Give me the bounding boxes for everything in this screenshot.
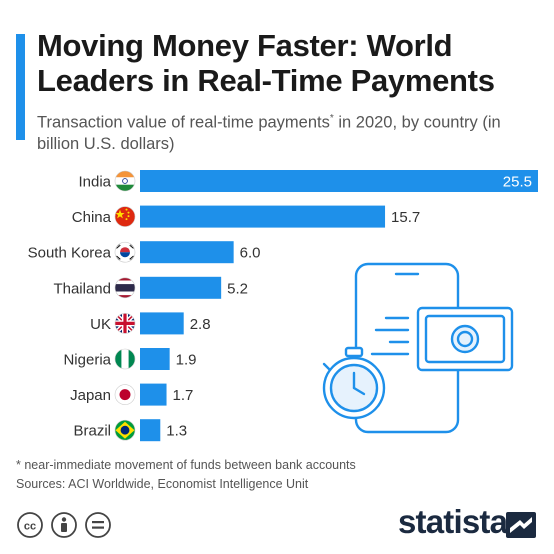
bar: [140, 419, 161, 442]
category-label: China: [72, 209, 112, 226]
subtitle-rest: in 2020, by country (in billion U.S. dol…: [37, 113, 501, 153]
license-icons: cc: [17, 512, 111, 538]
china-flag-icon: [114, 206, 136, 227]
value-label: 1.3: [166, 423, 187, 440]
footnote: * near-immediate movement of funds betwe…: [16, 458, 356, 472]
cc-icon[interactable]: cc: [17, 512, 43, 538]
bar: [140, 241, 234, 264]
bar: [140, 276, 222, 299]
category-label: South Korea: [28, 245, 112, 262]
bar: [140, 348, 170, 370]
thailand-flag-icon: [114, 277, 136, 299]
category-label: India: [78, 174, 111, 191]
category-label: Japan: [70, 387, 111, 404]
value-label: 1.7: [173, 387, 194, 404]
value-label: 6.0: [240, 245, 261, 262]
bar: [140, 383, 167, 406]
chart-subtitle: Transaction value of real-time payments*…: [37, 108, 507, 155]
title-accent-bar: [16, 34, 25, 140]
value-label: 5.2: [227, 280, 248, 297]
attribution-icon[interactable]: [51, 512, 77, 538]
brazil-flag-icon: [114, 419, 136, 441]
bar: [140, 170, 538, 192]
svg-text:cc: cc: [24, 521, 36, 533]
category-label: Brazil: [73, 423, 111, 440]
category-label: UK: [90, 316, 111, 333]
sources-text: Sources: ACI Worldwide, Economist Intell…: [16, 477, 309, 491]
chart-title: Moving Money Faster: World Leaders in Re…: [37, 28, 495, 98]
statista-logo-text[interactable]: statista: [398, 503, 508, 540]
subtitle-main: Transaction value of real-time payments: [37, 113, 330, 132]
value-label: 25.5: [503, 174, 532, 191]
statista-logo-icon[interactable]: [506, 512, 536, 538]
category-label: Thailand: [53, 280, 111, 297]
nigeria-flag-icon: [114, 348, 136, 370]
bar: [140, 312, 184, 335]
value-label: 2.8: [190, 316, 211, 333]
category-label: Nigeria: [63, 352, 111, 369]
bar-chart: India 25.5 China 15.7 South Korea 6.0 Thailand…: [28, 170, 538, 442]
value-label: 1.9: [176, 352, 197, 369]
japan-flag-icon: [114, 384, 136, 405]
south-korea-flag-icon: [114, 241, 136, 263]
subtitle-asterisk: *: [329, 113, 334, 124]
mobile-payment-illustration-icon: [322, 262, 514, 434]
bar: [140, 205, 386, 228]
uk-flag-icon: [114, 313, 136, 334]
value-label: 15.7: [391, 209, 420, 226]
india-flag-icon: [114, 170, 136, 192]
no-derivatives-icon[interactable]: [85, 512, 111, 538]
